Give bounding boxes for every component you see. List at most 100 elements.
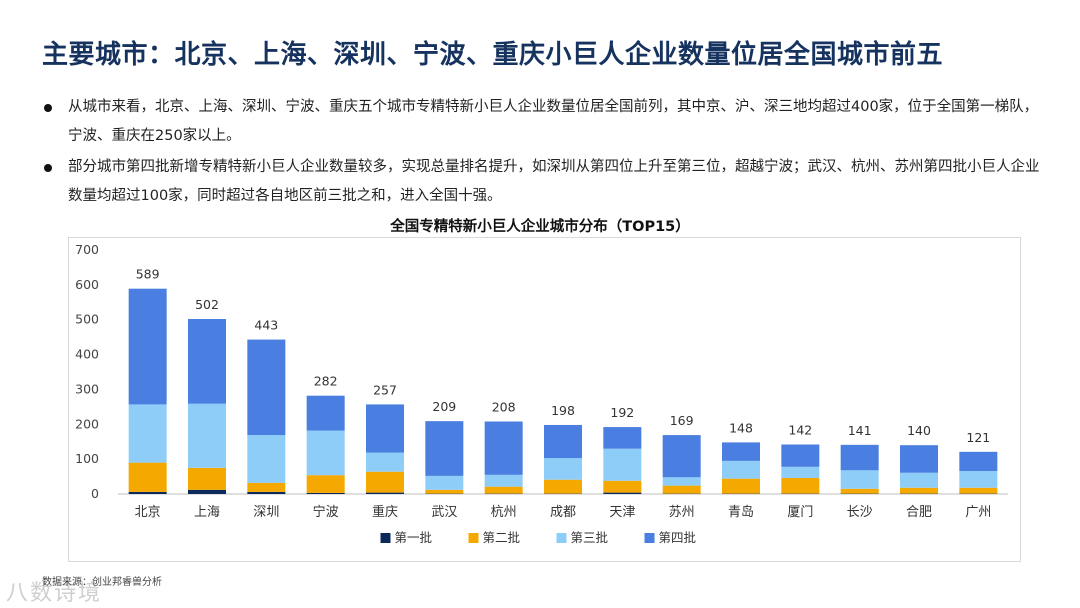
data-label: 198	[551, 403, 575, 418]
x-tick-label: 重庆	[372, 504, 398, 520]
x-tick-label: 天津	[609, 505, 635, 520]
x-tick-label: 成都	[550, 505, 576, 520]
bar-segment	[781, 477, 820, 494]
bar-segment	[722, 478, 760, 494]
x-tick-label: 武汉	[431, 505, 457, 520]
data-label: 192	[610, 405, 634, 420]
source-note: 数据来源：创业邦睿兽分析	[42, 577, 162, 588]
bar-segment	[781, 466, 820, 478]
bar-segment	[900, 445, 938, 473]
bar-segment	[662, 435, 701, 478]
bar-segment	[781, 444, 820, 467]
bullet-dot-icon	[44, 104, 52, 112]
bar-segment	[128, 462, 167, 492]
bar-segment	[247, 339, 286, 436]
data-label: 121	[966, 430, 990, 445]
bar-segment	[484, 421, 523, 475]
bar-segment	[247, 482, 286, 492]
bar-segment	[128, 288, 167, 405]
data-label: 257	[373, 382, 397, 397]
bar-segment	[959, 470, 998, 488]
bar-segment	[425, 421, 464, 476]
y-tick-label: 300	[75, 381, 99, 396]
x-tick-label: 青岛	[728, 504, 754, 520]
bar-segment	[722, 460, 760, 479]
bar-segment	[188, 489, 226, 494]
bar-segment	[247, 435, 286, 483]
bar-segment	[544, 479, 582, 494]
legend-label: 第二批	[483, 530, 521, 545]
bar-segment	[247, 491, 286, 494]
bar-segment	[128, 404, 167, 463]
bar-segment	[306, 475, 345, 493]
bar-segment	[188, 403, 226, 468]
data-label: 209	[432, 399, 456, 414]
legend-label: 第三批	[571, 530, 609, 545]
legend-label: 第四批	[659, 530, 697, 545]
legend-swatch	[556, 533, 567, 543]
bar-segment	[306, 492, 345, 494]
bar-segment	[484, 474, 523, 487]
legend-swatch	[644, 533, 655, 543]
data-label: 169	[670, 413, 694, 428]
x-tick-label: 北京	[135, 505, 161, 520]
data-label: 443	[254, 318, 278, 333]
data-label: 208	[492, 399, 516, 414]
data-label: 589	[136, 267, 160, 282]
x-tick-label: 杭州	[491, 505, 517, 520]
bar-segment	[366, 492, 404, 494]
bar-segment	[722, 442, 760, 461]
data-label: 142	[788, 423, 812, 438]
bar-segment	[840, 470, 879, 489]
x-tick-label: 合肥	[906, 505, 932, 520]
bar-segment	[840, 488, 879, 494]
y-tick-label: 400	[75, 347, 99, 362]
x-tick-label: 宁波	[313, 504, 339, 520]
bullet-list: 从城市来看，北京、上海、深圳、宁波、重庆五个城市专精特新小巨人企业数量位居全国前…	[42, 93, 1042, 213]
x-tick-label: 深圳	[253, 505, 279, 520]
stacked-bar-chart: 0 100 200 300 400 500 600 700 589 北京 502 上海 443 深圳 282…	[75, 242, 1008, 545]
bar-segment	[484, 486, 523, 494]
chart-frame	[68, 237, 1021, 562]
bar-segment	[959, 487, 998, 494]
bar-segment	[603, 448, 642, 481]
y-tick-label: 500	[75, 312, 99, 327]
bar-segment	[662, 485, 701, 494]
bar-segment	[603, 492, 642, 494]
y-tick-label: 100	[75, 451, 99, 466]
bar-segment	[900, 472, 938, 488]
data-label: 148	[729, 420, 753, 435]
bullet-item: 部分城市第四批新增专精特新小巨人企业数量较多，实现总量排名提升，如深圳从第四位上…	[42, 153, 1042, 211]
watermark-logo: 八数诗境	[6, 581, 103, 606]
bar-segment	[306, 430, 345, 476]
bar-segment	[959, 451, 998, 471]
x-tick-label: 厦门	[787, 505, 813, 520]
bullet-item: 从城市来看，北京、上海、深圳、宁波、重庆五个城市专精特新小巨人企业数量位居全国前…	[42, 93, 1042, 151]
chart-title: 全国专精特新小巨人企业城市分布（TOP15）	[390, 219, 690, 235]
bar-segment	[900, 487, 938, 494]
y-tick-label: 0	[91, 486, 99, 501]
bar-segment	[306, 395, 345, 431]
bar-segment	[366, 471, 404, 493]
data-label: 141	[848, 423, 872, 438]
x-tick-label: 苏州	[669, 504, 695, 520]
data-label: 502	[195, 297, 219, 312]
bullet-text: 部分城市第四批新增专精特新小巨人企业数量较多，实现总量排名提升，如深圳从第四位上…	[68, 159, 1040, 204]
bar-segment	[366, 404, 404, 453]
bullet-text: 从城市来看，北京、上海、深圳、宁波、重庆五个城市专精特新小巨人企业数量位居全国前…	[68, 99, 1039, 144]
y-tick-label: 600	[75, 277, 99, 292]
bar-segment	[425, 475, 464, 490]
x-tick-label: 长沙	[847, 505, 873, 520]
legend-swatch	[380, 533, 391, 543]
bullet-dot-icon	[44, 164, 52, 172]
bar-segment	[840, 444, 879, 471]
y-tick-label: 700	[75, 242, 99, 257]
bar-segment	[544, 458, 582, 480]
legend-label: 第一批	[395, 530, 433, 545]
bar-segment	[544, 424, 582, 459]
x-tick-label: 广州	[965, 505, 991, 520]
bar-segment	[366, 452, 404, 472]
x-tick-label: 上海	[194, 505, 220, 520]
data-label: 282	[314, 374, 338, 389]
bar-segment	[603, 480, 642, 493]
